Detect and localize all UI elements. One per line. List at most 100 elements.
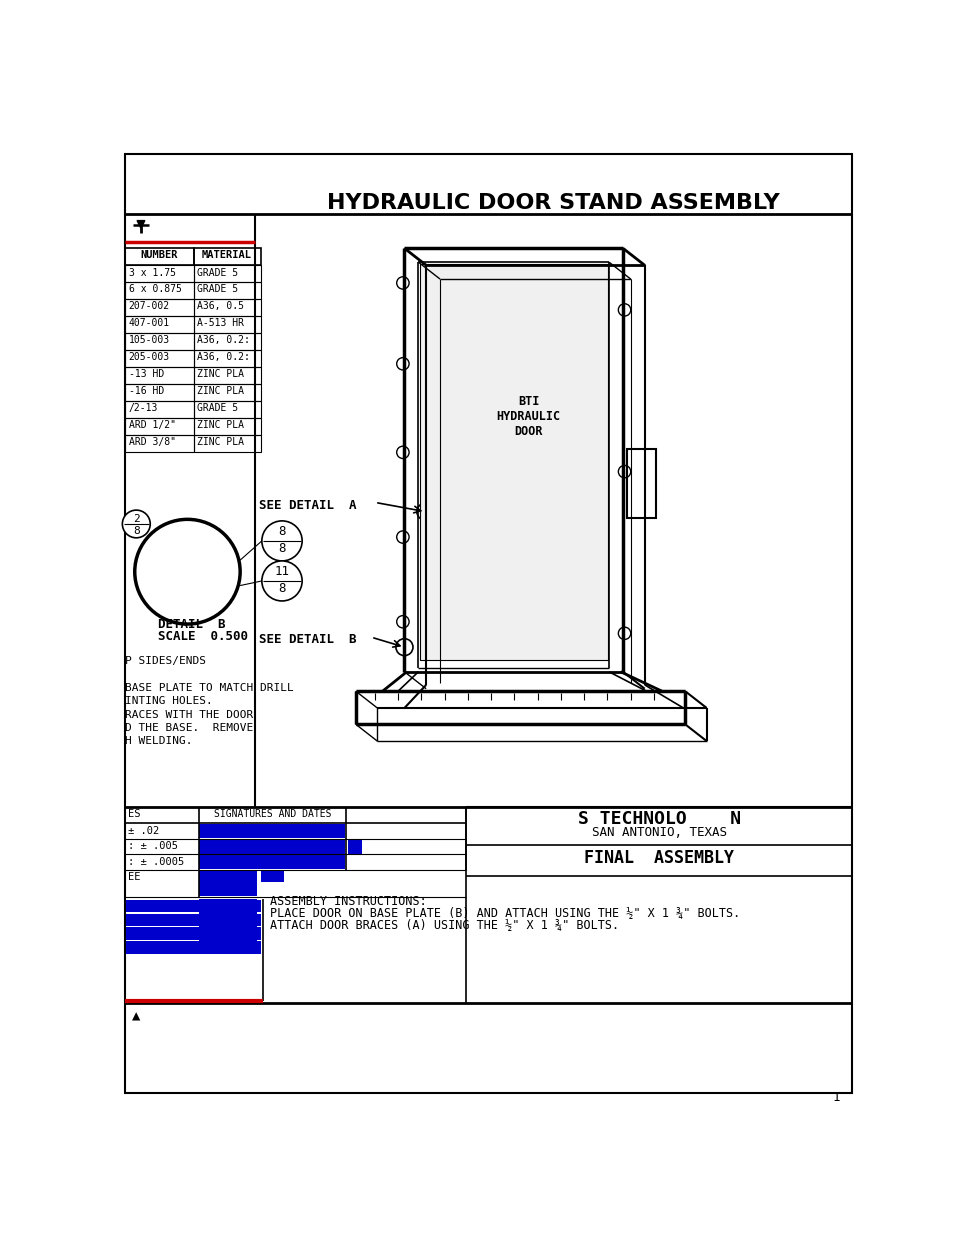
Circle shape [261,561,302,601]
Text: 3 x 1.75: 3 x 1.75 [129,268,175,278]
Text: EE: EE [128,872,140,882]
Bar [193,248,261,266]
Text: A36, 0.2:: A36, 0.2: [196,336,250,346]
Bar [125,941,261,953]
Text: HYDRAULIC: HYDRAULIC [496,410,560,424]
Text: : ± .0005: : ± .0005 [128,857,184,867]
Bar [193,333,261,350]
Text: 8: 8 [278,583,286,595]
Text: NUMBER: NUMBER [141,249,178,259]
Text: A36, 0.2:: A36, 0.2: [196,352,250,362]
Text: 407-001: 407-001 [129,319,170,329]
Text: 8: 8 [278,542,286,556]
Text: INTING HOLES.: INTING HOLES. [125,697,213,706]
Text: 2: 2 [132,514,139,524]
Bar [199,824,344,839]
Circle shape [396,358,409,370]
Bar [125,401,193,417]
Bar [193,266,261,282]
Circle shape [396,277,409,289]
Text: ZINC PLA: ZINC PLA [196,369,244,379]
Text: ▲: ▲ [132,1009,140,1023]
Text: RACES WITH THE DOOR: RACES WITH THE DOOR [125,710,253,720]
Text: S TECHNOLO    N: S TECHNOLO N [578,810,740,829]
Bar [193,350,261,367]
Text: 207-002: 207-002 [129,301,170,311]
Bar [125,914,261,926]
Text: DOOR: DOOR [514,425,542,438]
Text: BTI: BTI [517,395,538,408]
Text: GRADE 5: GRADE 5 [196,284,237,294]
Bar [125,333,193,350]
Bar [193,367,261,384]
Text: HYDRAULIC DOOR STAND ASSEMBLY: HYDRAULIC DOOR STAND ASSEMBLY [327,193,779,212]
Bar [199,899,257,953]
Bar [125,282,193,299]
Bar [193,401,261,417]
Bar [193,282,261,299]
Circle shape [618,627,630,640]
Bar [261,871,284,882]
Text: MATERIAL: MATERIAL [202,249,252,259]
Bar [125,367,193,384]
Bar [193,299,261,316]
Text: 8: 8 [132,526,139,536]
Bar [348,840,361,853]
Bar [125,927,261,940]
Text: ± .02: ± .02 [128,826,159,836]
Text: /2-13: /2-13 [129,403,158,412]
Circle shape [122,510,150,537]
Bar [193,417,261,435]
Circle shape [261,521,302,561]
Text: 11: 11 [274,564,289,578]
Bar [199,871,257,895]
Text: SAN ANTONIO, TEXAS: SAN ANTONIO, TEXAS [591,826,726,839]
Text: H WELDING.: H WELDING. [125,736,193,746]
Bar [193,384,261,401]
Text: 1: 1 [831,1092,839,1104]
Bar [125,900,261,911]
Text: ZINC PLA: ZINC PLA [196,387,244,396]
Text: A36, 0.5: A36, 0.5 [196,301,244,311]
Text: -13 HD: -13 HD [129,369,164,379]
Text: ZINC PLA: ZINC PLA [196,420,244,430]
Circle shape [416,503,434,520]
Bar [193,316,261,333]
Bar [125,299,193,316]
Text: : ± .005: : ± .005 [128,841,177,851]
Circle shape [618,466,630,478]
Bar [125,350,193,367]
Polygon shape [137,221,145,228]
Text: GRADE 5: GRADE 5 [196,403,237,412]
Bar [626,448,656,517]
Text: ES: ES [128,809,140,819]
Text: ARD 3/8": ARD 3/8" [129,437,175,447]
Text: DETAIL  B: DETAIL B [158,618,225,631]
Text: D THE BASE.  REMOVE: D THE BASE. REMOVE [125,722,253,732]
Text: GRADE 5: GRADE 5 [196,268,237,278]
Bar [199,840,344,853]
Bar [125,266,193,282]
Text: P SIDES/ENDS: P SIDES/ENDS [125,656,206,667]
Text: BASE PLATE TO MATCH DRILL: BASE PLATE TO MATCH DRILL [125,683,294,693]
Circle shape [396,531,409,543]
Bar [125,435,193,452]
Circle shape [396,615,409,627]
Circle shape [618,304,630,316]
Bar [193,435,261,452]
Text: -16 HD: -16 HD [129,387,164,396]
Bar [125,384,193,401]
Bar [125,248,193,266]
Circle shape [395,638,413,656]
Bar [419,264,607,661]
Text: 105-003: 105-003 [129,336,170,346]
Text: FINAL  ASSEMBLY: FINAL ASSEMBLY [584,848,734,867]
Bar [199,855,344,869]
Text: SEE DETAIL  B: SEE DETAIL B [258,634,355,646]
Text: ARD 1/2": ARD 1/2" [129,420,175,430]
Text: 6 x 0.875: 6 x 0.875 [129,284,181,294]
Text: PLACE DOOR ON BASE PLATE (B) AND ATTACH USING THE ½" X 1 ¾" BOLTS.: PLACE DOOR ON BASE PLATE (B) AND ATTACH … [270,908,740,920]
Text: A-513 HR: A-513 HR [196,319,244,329]
Text: 205-003: 205-003 [129,352,170,362]
Bar [125,417,193,435]
